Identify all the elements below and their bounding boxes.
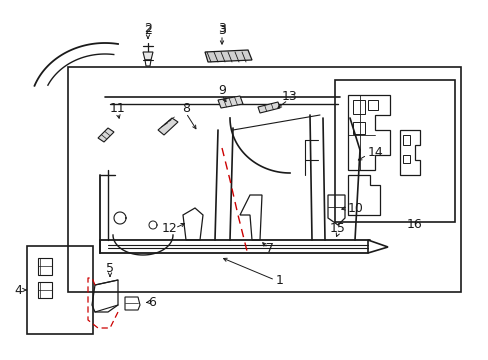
- Bar: [402, 135, 409, 145]
- Text: 12: 12: [162, 221, 178, 234]
- Text: 11: 11: [110, 102, 125, 114]
- Text: 16: 16: [407, 219, 422, 231]
- Text: 4: 4: [14, 284, 22, 297]
- Bar: [352, 122, 364, 134]
- Text: 5: 5: [106, 261, 114, 274]
- Text: 3: 3: [218, 23, 225, 36]
- Bar: [352, 100, 364, 114]
- Text: 6: 6: [148, 296, 156, 309]
- Text: 13: 13: [282, 90, 297, 103]
- Text: 8: 8: [182, 102, 190, 114]
- Polygon shape: [204, 50, 251, 62]
- Text: 9: 9: [218, 84, 225, 96]
- Bar: [68, 67, 460, 292]
- Polygon shape: [258, 102, 280, 113]
- Text: 7: 7: [265, 242, 273, 255]
- Text: 10: 10: [347, 202, 363, 215]
- Polygon shape: [218, 96, 243, 108]
- Bar: [367, 100, 377, 110]
- Text: 14: 14: [367, 147, 383, 159]
- Text: 2: 2: [144, 22, 152, 35]
- Polygon shape: [142, 52, 153, 60]
- Text: 15: 15: [329, 221, 345, 234]
- Bar: [27, 246, 93, 334]
- Polygon shape: [98, 128, 114, 142]
- Bar: [402, 155, 409, 163]
- Polygon shape: [158, 118, 178, 135]
- Text: 2: 2: [144, 23, 152, 36]
- Text: 1: 1: [276, 274, 284, 287]
- Bar: [334, 80, 454, 222]
- Text: 3: 3: [218, 22, 225, 35]
